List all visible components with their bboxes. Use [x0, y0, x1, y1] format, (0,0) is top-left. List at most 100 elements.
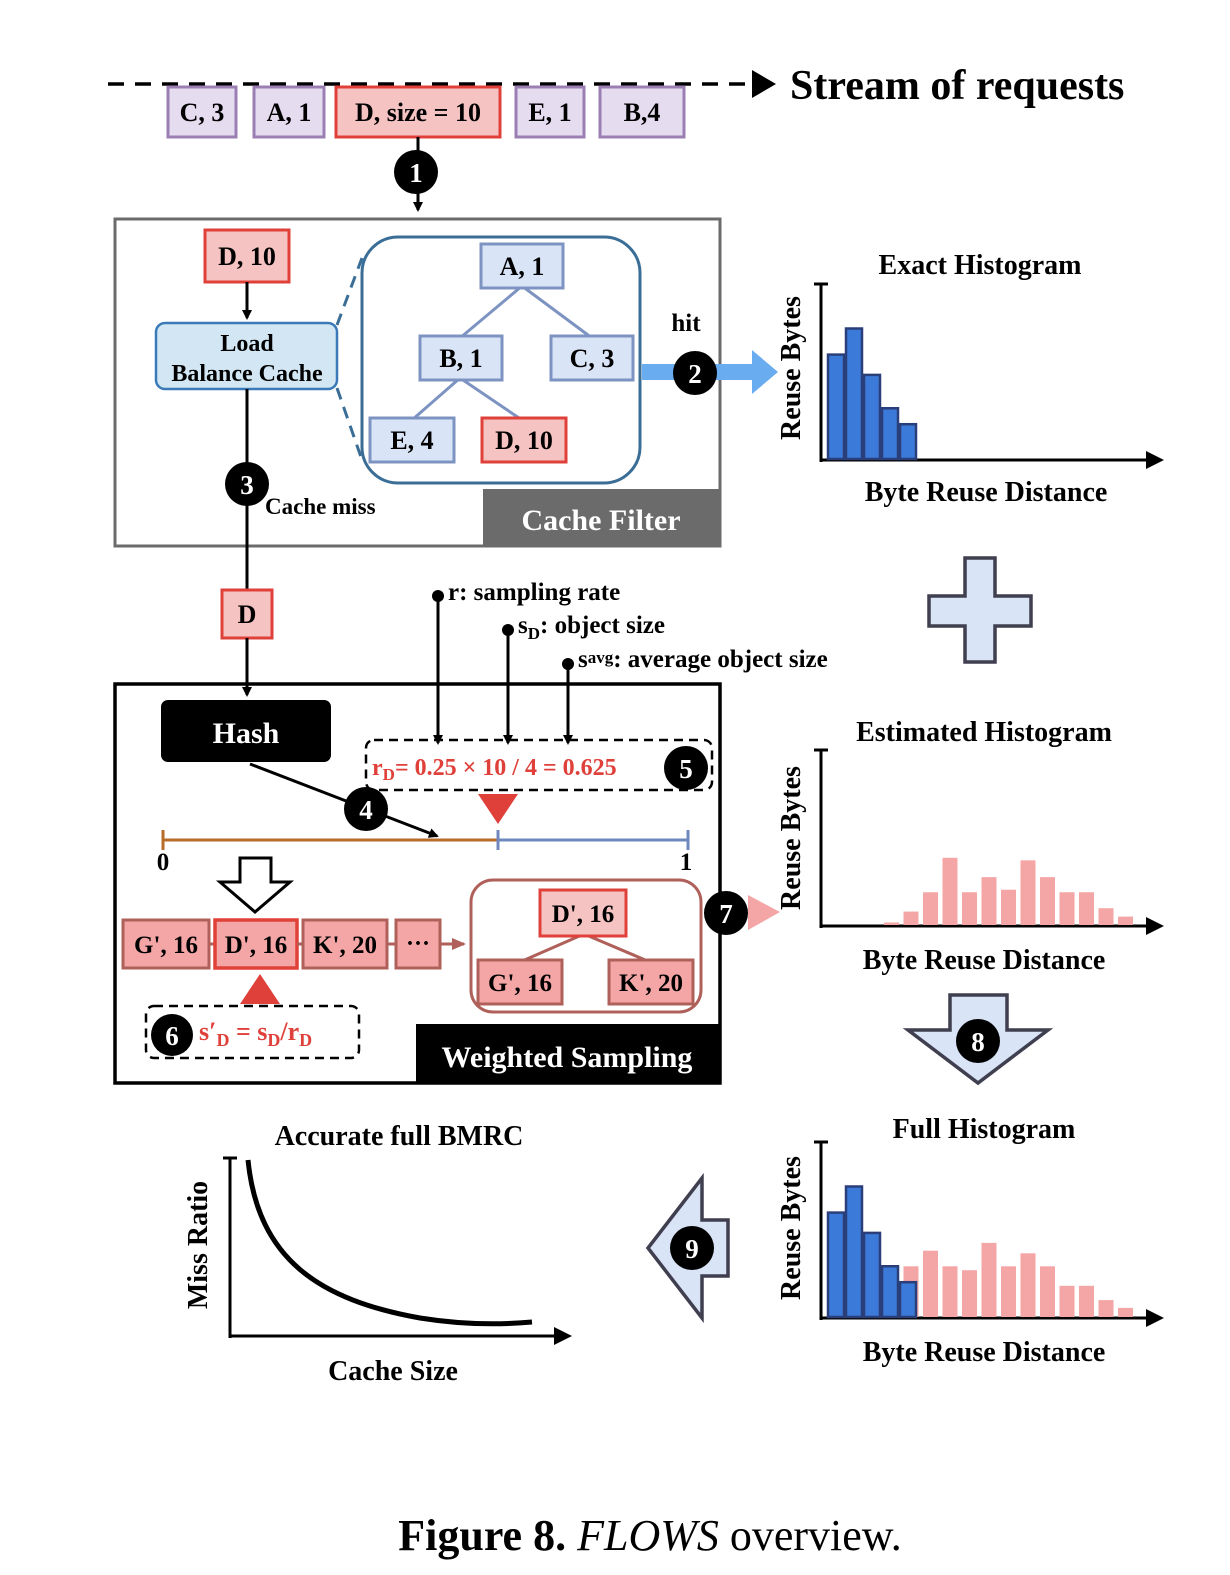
histogram-bar-blue: [862, 373, 882, 461]
step-badge-6: 6: [151, 1014, 193, 1056]
histogram-bar-pink: [981, 877, 997, 925]
zoom-line: [335, 387, 364, 461]
histogram-bar-pink: [1059, 1285, 1075, 1317]
caption-label: Figure 8.: [398, 1511, 567, 1560]
tree-node-label: C, 3: [570, 344, 615, 373]
step-number: 8: [971, 1027, 985, 1057]
sampled-tree-node: [476, 958, 564, 1006]
step-number: 3: [240, 470, 254, 500]
x-axis-arrow-icon: [554, 1327, 572, 1345]
tree-node: [368, 416, 456, 464]
histogram-bar-blue: [826, 1211, 846, 1319]
estimated-histogram-xlabel: Byte Reuse Distance: [863, 945, 1106, 976]
hash-box: [161, 700, 331, 762]
request-label: C, 3: [180, 98, 225, 127]
histogram-bar-pink: [1098, 1300, 1114, 1317]
down-arrow-icon: [215, 856, 295, 914]
full-histogram-blue-bars: [826, 1185, 918, 1319]
histogram-bar-pink: [1079, 1285, 1094, 1317]
cache-miss-label: Cache miss: [265, 494, 376, 519]
histogram-bar-pink: [1059, 892, 1075, 925]
estimated-histogram: Estimated Histogram Reuse Bytes Byte Reu…: [776, 717, 1164, 976]
cache-filter-title: Cache Filter: [521, 504, 680, 537]
request-label: D, size = 10: [355, 98, 481, 127]
estimated-histogram-ylabel: Reuse Bytes: [776, 766, 807, 910]
histogram-bar-pink: [903, 911, 919, 925]
cache-filter-panel: Cache Filter D, 10 Load Balance Cache A,…: [113, 217, 778, 590]
estimated-histogram-bars: [884, 857, 1133, 925]
threshold-marker-icon: [478, 794, 518, 824]
histogram-bar-pink: [1001, 1266, 1016, 1317]
formula-slash: /: [279, 1017, 288, 1046]
histogram-bar-blue: [880, 407, 900, 461]
histogram-bar-blue: [844, 327, 864, 461]
stream-label: Stream of requests: [790, 63, 1124, 109]
request-label: A, 1: [267, 98, 312, 127]
histogram-bar-pink: [942, 1266, 958, 1317]
step-number: 6: [165, 1021, 179, 1051]
plus-icon: [927, 556, 1033, 664]
tree-node-label: A, 1: [500, 252, 545, 281]
cache-filter-title-bar: [483, 489, 720, 546]
step-badge-5: 5: [664, 746, 708, 790]
range-start-label: 0: [157, 849, 170, 876]
exact-histogram: Exact Histogram Reuse Bytes Byte Reuse D…: [776, 250, 1164, 508]
sampled-tree-node-label: K', 20: [619, 970, 683, 997]
weighted-sampling-title-bar: [416, 1024, 720, 1083]
step-badge-9: 9: [670, 1226, 714, 1270]
load-balance-cache-label: Balance Cache: [171, 361, 323, 387]
tree-node: [479, 242, 565, 290]
param-average-size: savg: average object size: [578, 646, 828, 673]
histogram-bar-blue: [898, 1280, 918, 1319]
step7-arrow-icon: [748, 895, 780, 930]
histogram-bar-blue: [898, 422, 918, 461]
step-number: 7: [719, 899, 733, 929]
tree-node-label: E, 4: [390, 426, 433, 455]
histogram-bar-pink: [1118, 1307, 1133, 1317]
weighted-sampling-panel: Weighted Sampling Hash 4 rD= 0.25 × 10 /…: [113, 682, 722, 1085]
full-histogram: Full Histogram Reuse Bytes Byte Reuse Di…: [776, 1114, 1164, 1368]
miss-object-label: D: [238, 600, 257, 629]
step-number: 5: [679, 754, 693, 784]
tree-node-label: D, 10: [495, 426, 553, 455]
scale-formula: s′D = sD/rD: [199, 1017, 312, 1050]
histogram-bar-blue: [880, 1265, 900, 1319]
sampled-tree-node-label: G', 16: [488, 970, 552, 997]
request-label: E, 1: [528, 98, 571, 127]
figure-caption: Figure 8. FLOWS overview.: [0, 1510, 1230, 1561]
step-badge-1: 1: [394, 150, 438, 194]
param-desc: : sampling rate: [459, 579, 620, 606]
x-axis-arrow-icon: [1146, 451, 1164, 469]
rate-formula-box: [364, 738, 714, 792]
weighted-sampling-title: Weighted Sampling: [442, 1041, 693, 1074]
caption-name: FLOWS: [577, 1511, 719, 1560]
rate-formula-value: = 0.25 × 10 / 4 = 0.625: [395, 755, 617, 781]
sampled-object-label: ···: [406, 931, 430, 957]
step-badge-8: 8: [956, 1019, 1000, 1063]
exact-histogram-ylabel: Reuse Bytes: [776, 296, 807, 440]
request-box: [514, 85, 586, 139]
histogram-bar-pink: [884, 922, 899, 925]
param-desc: : average object size: [613, 646, 827, 673]
histogram-bar-pink: [923, 892, 938, 925]
step-number: 9: [685, 1234, 699, 1264]
histogram-bar-pink: [962, 1270, 977, 1317]
miss-ratio-curve: [245, 1159, 533, 1327]
scale-formula-box: [144, 1004, 361, 1060]
cache-tree-edges: [411, 284, 593, 422]
tree-node: [418, 334, 504, 382]
request-label: B,4: [624, 98, 661, 127]
param-desc: : object size: [540, 612, 665, 639]
param-object-size: sD: object size: [518, 612, 665, 643]
hit-label: hit: [671, 310, 701, 337]
hash-to-range-arrow: [249, 762, 439, 838]
exact-histogram-bars: [826, 327, 918, 461]
histogram-bar-pink: [1020, 1253, 1036, 1317]
histogram-bar-pink: [981, 1242, 997, 1317]
histogram-bar-pink: [923, 1250, 938, 1317]
step-badge-2: 2: [673, 351, 717, 395]
histogram-bar-pink: [942, 857, 958, 925]
histogram-bar-blue: [862, 1231, 882, 1319]
histogram-bar-pink: [1040, 877, 1055, 925]
